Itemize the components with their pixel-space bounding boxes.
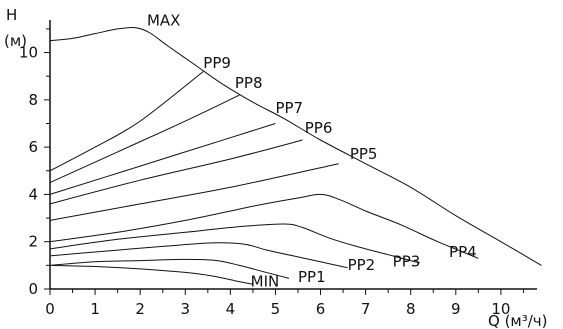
curve-pp7 — [49, 123, 276, 195]
y-tick-label: 8 — [28, 91, 38, 109]
y-tick-label: 2 — [28, 233, 38, 251]
x-tick-label: 0 — [45, 300, 55, 318]
x-tick-label: 10 — [491, 300, 510, 318]
curve-label-pp4: PP4 — [449, 243, 477, 261]
x-tick-label: 6 — [316, 300, 326, 318]
y-tick-label: 4 — [28, 185, 38, 203]
curve-label-pp7: PP7 — [275, 99, 303, 117]
curve-label-pp6: PP6 — [305, 119, 333, 137]
y-axis-title: H — [6, 6, 17, 24]
curve-pp8 — [49, 94, 240, 184]
curve-label-pp1: PP1 — [298, 268, 326, 286]
curve-max — [49, 26, 542, 266]
x-tick-label: 2 — [135, 300, 145, 318]
curve-pp1 — [49, 258, 290, 279]
x-tick-label: 8 — [406, 300, 416, 318]
y-tick-label: 6 — [28, 138, 38, 156]
curve-pp2 — [49, 242, 348, 269]
curve-pp4 — [49, 193, 479, 259]
curve-label-pp2: PP2 — [348, 256, 376, 274]
y-tick-label: 0 — [28, 280, 38, 298]
curve-pp3 — [49, 223, 420, 264]
x-tick-label: 1 — [90, 300, 100, 318]
x-tick-label: 4 — [226, 300, 236, 318]
axes: 0 1 2 3 4 5 6 7 8 9 10 0 2 4 6 8 10 — [19, 20, 537, 318]
x-tick-label: 7 — [361, 300, 371, 318]
curve-label-pp9: PP9 — [203, 54, 231, 72]
x-tick-label: 9 — [451, 300, 461, 318]
x-tick-label: 5 — [271, 300, 281, 318]
curves — [49, 26, 542, 285]
curve-label-pp3: PP3 — [393, 253, 421, 271]
y-axis-unit: (м) — [4, 32, 27, 50]
curve-pp9 — [49, 71, 204, 172]
curve-pp5 — [49, 163, 339, 221]
x-tick-label: 3 — [180, 300, 190, 318]
y-tick-label: 10 — [19, 44, 38, 62]
curve-label-pp8: PP8 — [235, 74, 263, 92]
curve-label-pp5: PP5 — [350, 145, 378, 163]
curve-min — [49, 264, 253, 285]
x-axis-title: Q (м³/ч) — [488, 312, 548, 329]
curve-label-min: MIN — [251, 273, 280, 291]
curve-label-max: MAX — [147, 11, 180, 29]
curve-pp6 — [49, 139, 303, 205]
